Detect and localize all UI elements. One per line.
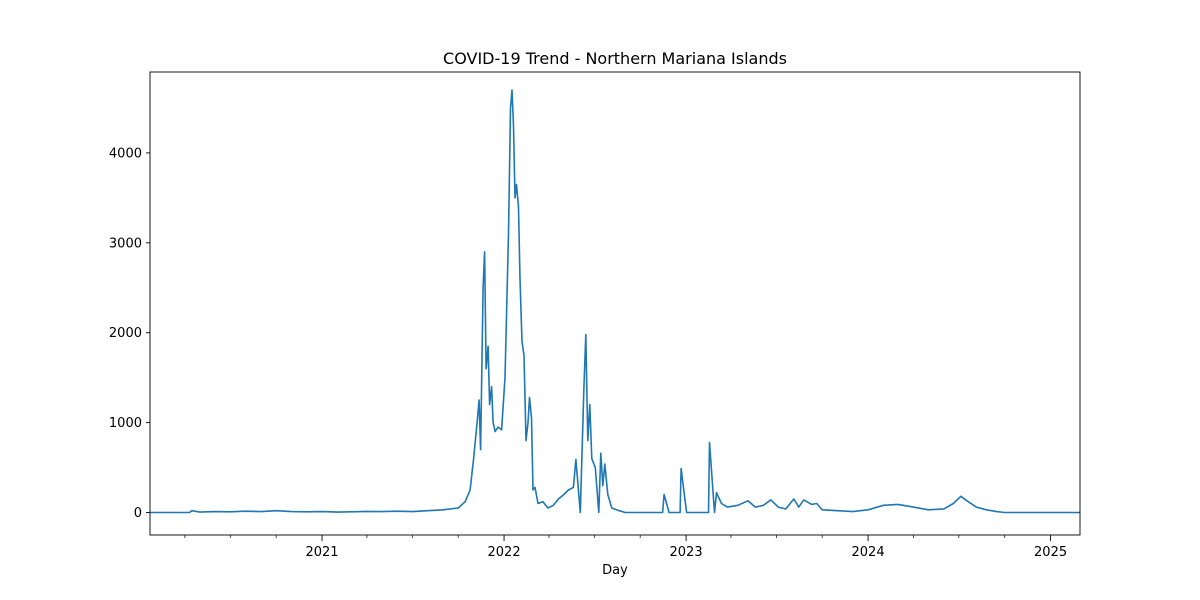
chart-title: COVID-19 Trend - Northern Mariana Island… — [443, 49, 787, 68]
x-tick-label: 2023 — [670, 545, 703, 560]
x-tick-label: 2022 — [488, 545, 521, 560]
x-axis-label: Day — [602, 563, 628, 578]
y-axis: 0 1000 2000 3000 4000 — [109, 146, 150, 521]
plot-area — [149, 71, 1081, 536]
y-tick-label: 1000 — [109, 416, 142, 431]
y-tick-label: 3000 — [109, 236, 142, 251]
y-tick-label: 0 — [134, 506, 142, 521]
x-tick-label: 2021 — [305, 545, 338, 560]
y-tick-label: 2000 — [109, 326, 142, 341]
x-tick-label: 2025 — [1034, 545, 1067, 560]
plot-frame — [149, 71, 1081, 536]
x-axis: 2021 2022 2023 2024 2025 — [184, 535, 1067, 560]
y-tick-label: 4000 — [109, 146, 142, 161]
x-tick-label: 2024 — [852, 545, 885, 560]
series-line-0 — [150, 89, 1080, 514]
